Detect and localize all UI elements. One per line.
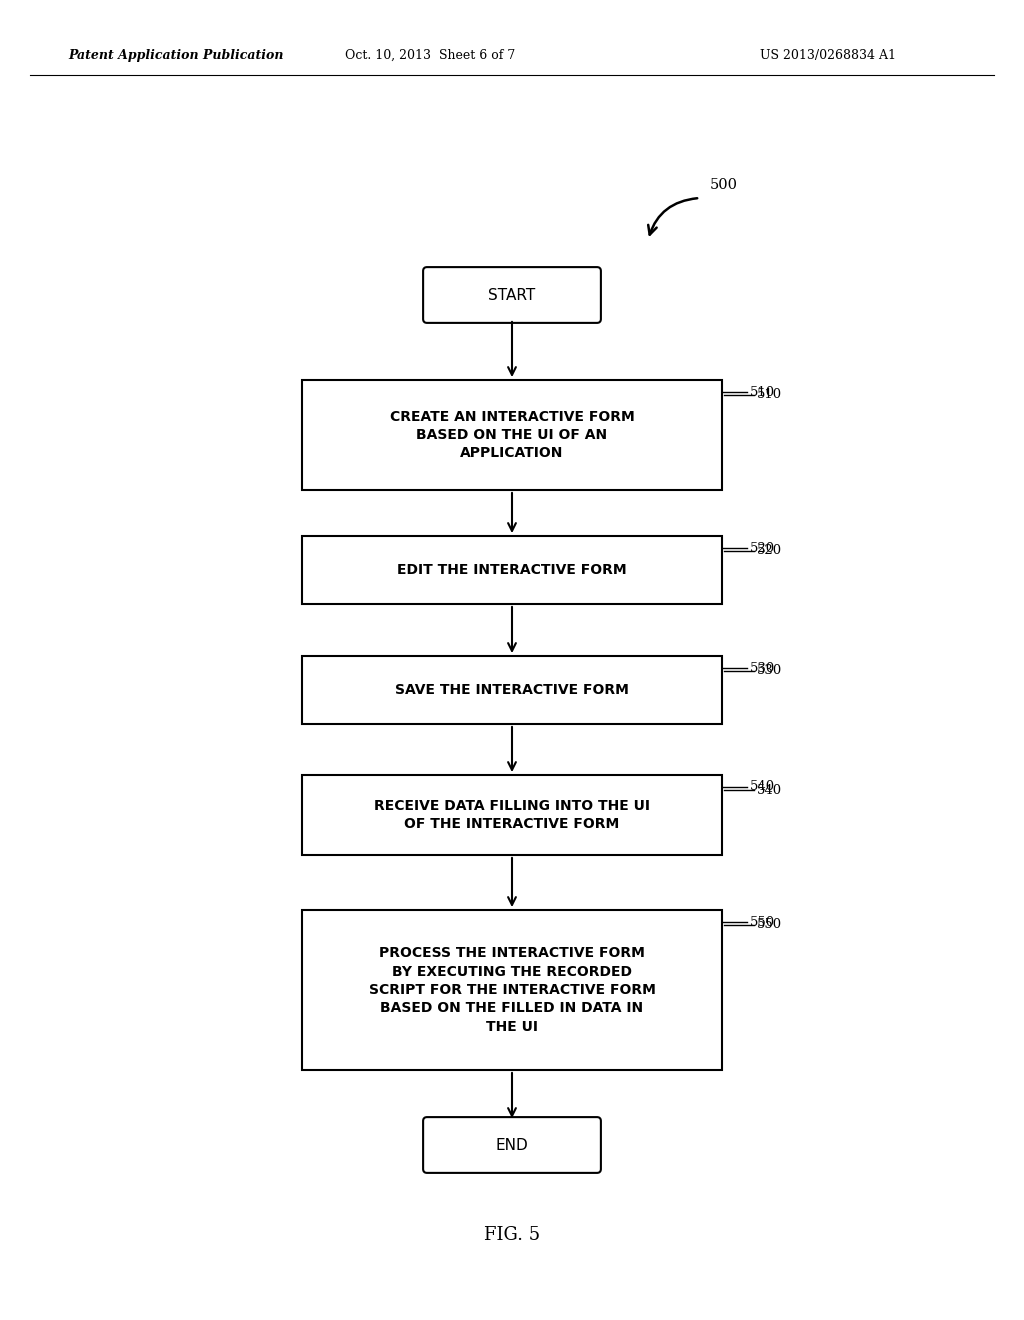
Text: 520: 520 (757, 544, 782, 557)
Text: END: END (496, 1138, 528, 1152)
Text: 540: 540 (757, 784, 782, 796)
Text: CREATE AN INTERACTIVE FORM
BASED ON THE UI OF AN
APPLICATION: CREATE AN INTERACTIVE FORM BASED ON THE … (389, 409, 635, 461)
Bar (302, 656, 722, 723)
Text: Patent Application Publication: Patent Application Publication (68, 49, 284, 62)
Bar (302, 775, 722, 855)
Text: 510: 510 (750, 385, 775, 399)
Text: 510: 510 (757, 388, 782, 401)
Text: US 2013/0268834 A1: US 2013/0268834 A1 (760, 49, 896, 62)
Text: 550: 550 (750, 916, 775, 928)
Bar (302, 380, 722, 490)
Text: FIG. 5: FIG. 5 (484, 1226, 540, 1243)
Text: 550: 550 (757, 919, 782, 932)
Text: Oct. 10, 2013  Sheet 6 of 7: Oct. 10, 2013 Sheet 6 of 7 (345, 49, 515, 62)
Text: 530: 530 (750, 661, 775, 675)
Text: RECEIVE DATA FILLING INTO THE UI
OF THE INTERACTIVE FORM: RECEIVE DATA FILLING INTO THE UI OF THE … (374, 799, 650, 832)
Text: 520: 520 (750, 541, 775, 554)
Text: PROCESS THE INTERACTIVE FORM
BY EXECUTING THE RECORDED
SCRIPT FOR THE INTERACTIV: PROCESS THE INTERACTIVE FORM BY EXECUTIN… (369, 946, 655, 1034)
Text: SAVE THE INTERACTIVE FORM: SAVE THE INTERACTIVE FORM (395, 682, 629, 697)
Bar (302, 909, 722, 1071)
FancyBboxPatch shape (423, 1117, 601, 1173)
Text: 500: 500 (710, 178, 738, 191)
Text: START: START (488, 288, 536, 302)
Bar (302, 536, 722, 605)
Text: EDIT THE INTERACTIVE FORM: EDIT THE INTERACTIVE FORM (397, 564, 627, 577)
FancyBboxPatch shape (423, 267, 601, 323)
Text: 540: 540 (750, 780, 775, 793)
Text: 530: 530 (757, 664, 782, 677)
